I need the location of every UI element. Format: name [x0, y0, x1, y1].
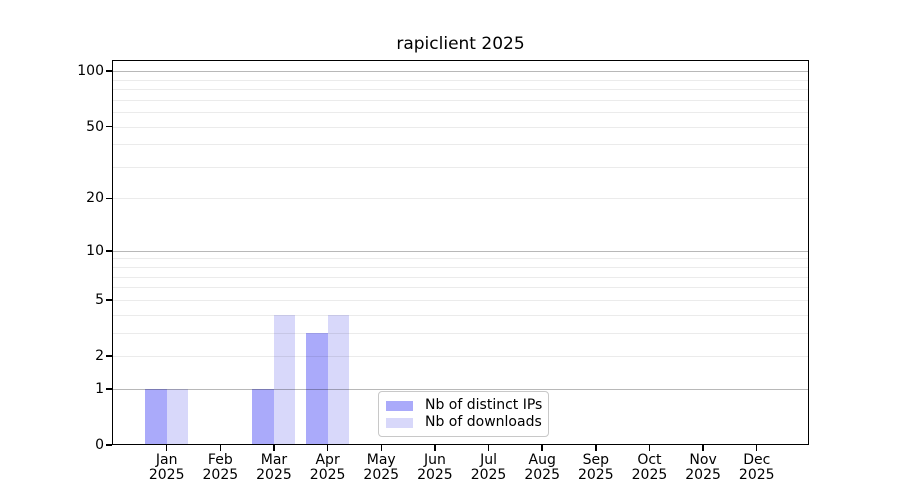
x-tick-label: Sep 2025: [564, 453, 628, 483]
x-tick-mark: [434, 445, 436, 451]
gridline-minor: [112, 144, 809, 146]
y-tick-mark: [106, 355, 112, 357]
x-tick-label: Dec 2025: [725, 453, 789, 483]
x-tick-label: Jan 2025: [135, 453, 199, 483]
gridline-major: [112, 71, 809, 73]
y-tick-mark: [106, 388, 112, 390]
x-tick-mark: [165, 445, 168, 451]
x-tick-label: Nov 2025: [671, 453, 735, 483]
x-tick-year: 2025: [470, 467, 507, 483]
y-tick-mark: [106, 70, 112, 72]
gridline-minor: [112, 166, 809, 168]
gridline-minor: [112, 99, 809, 101]
legend-label-downloads: Nb of downloads: [425, 414, 542, 430]
x-tick-label: Jun 2025: [403, 453, 467, 483]
gridline-minor: [112, 314, 809, 316]
bar-downloads: [166, 388, 189, 445]
y-tick-label: 100: [77, 63, 104, 80]
x-tick-year: 2025: [363, 467, 400, 483]
x-tick-mark: [487, 445, 490, 451]
bar-downloads: [273, 314, 296, 445]
x-tick-mark: [755, 445, 758, 451]
x-tick-label: Feb 2025: [188, 453, 252, 483]
gridline-minor: [112, 198, 809, 200]
x-tick-year: 2025: [577, 467, 614, 483]
x-tick-year: 2025: [202, 467, 239, 483]
gridline-minor: [112, 299, 809, 301]
x-tick-year: 2025: [256, 467, 292, 483]
y-tick-mark: [106, 250, 112, 252]
x-tick-year: 2025: [685, 467, 721, 483]
y-tick-label: 20: [86, 190, 104, 207]
x-tick-label: Mar 2025: [242, 453, 306, 483]
legend-swatch-distinct-ips: [386, 400, 413, 411]
bar-downloads: [327, 314, 350, 445]
bar-distinct-ips: [306, 332, 328, 445]
x-tick-year: 2025: [631, 467, 668, 483]
gridline-minor: [112, 356, 809, 357]
chart-title: rapiclient 2025: [396, 34, 525, 54]
gridline-minor: [112, 126, 809, 128]
x-tick-year: 2025: [309, 467, 346, 483]
y-tick-mark: [106, 299, 112, 301]
gridline-minor: [112, 258, 809, 260]
y-tick-mark: [106, 444, 112, 446]
y-tick-label: 1: [95, 380, 104, 397]
legend-label-distinct-ips: Nb of distinct IPs: [425, 397, 543, 413]
x-tick-label: Apr 2025: [296, 453, 360, 483]
y-tick-label: 0: [95, 437, 104, 453]
gridline-major: [112, 250, 809, 252]
x-tick-mark: [702, 445, 704, 451]
gridline-minor: [112, 267, 809, 269]
x-tick-mark: [541, 445, 543, 451]
legend-item-downloads: Nb of downloads: [386, 414, 542, 431]
gridlines-layer: [112, 60, 809, 445]
y-tick-label: 5: [95, 291, 104, 308]
legend-item-distinct-ips: Nb of distinct IPs: [386, 397, 543, 414]
bar-distinct-ips: [252, 388, 274, 445]
gridline-minor: [112, 276, 809, 278]
gridline-major: [112, 388, 809, 390]
x-tick-label: Jul 2025: [457, 453, 521, 483]
gridline-minor: [112, 332, 809, 334]
y-tick-label: 2: [95, 348, 104, 364]
x-tick-mark: [380, 445, 382, 451]
x-tick-mark: [595, 445, 597, 451]
y-tick-label: 50: [86, 118, 104, 135]
legend: Nb of distinct IPs Nb of downloads: [378, 391, 549, 437]
y-tick-label: 10: [86, 242, 104, 259]
gridline-minor: [112, 112, 809, 114]
gridline-minor: [112, 79, 809, 81]
x-tick-mark: [326, 445, 329, 451]
y-tick-mark: [106, 125, 112, 128]
x-tick-year: 2025: [738, 467, 775, 483]
bars-layer: [112, 60, 809, 445]
x-tick-label: Aug 2025: [510, 453, 574, 483]
bar-distinct-ips: [145, 388, 167, 445]
x-tick-mark: [219, 445, 222, 451]
x-tick-mark: [648, 445, 651, 451]
y-tick-mark: [106, 197, 112, 200]
x-tick-label: May 2025: [349, 453, 413, 483]
gridline-minor: [112, 287, 809, 289]
gridline-minor: [112, 89, 809, 91]
x-tick-year: 2025: [148, 467, 185, 483]
plot-area: [112, 60, 809, 445]
legend-swatch-downloads: [386, 417, 413, 428]
x-tick-year: 2025: [417, 467, 453, 483]
x-tick-mark: [273, 445, 275, 451]
x-tick-year: 2025: [524, 467, 560, 483]
x-tick-label: Oct 2025: [617, 453, 681, 483]
